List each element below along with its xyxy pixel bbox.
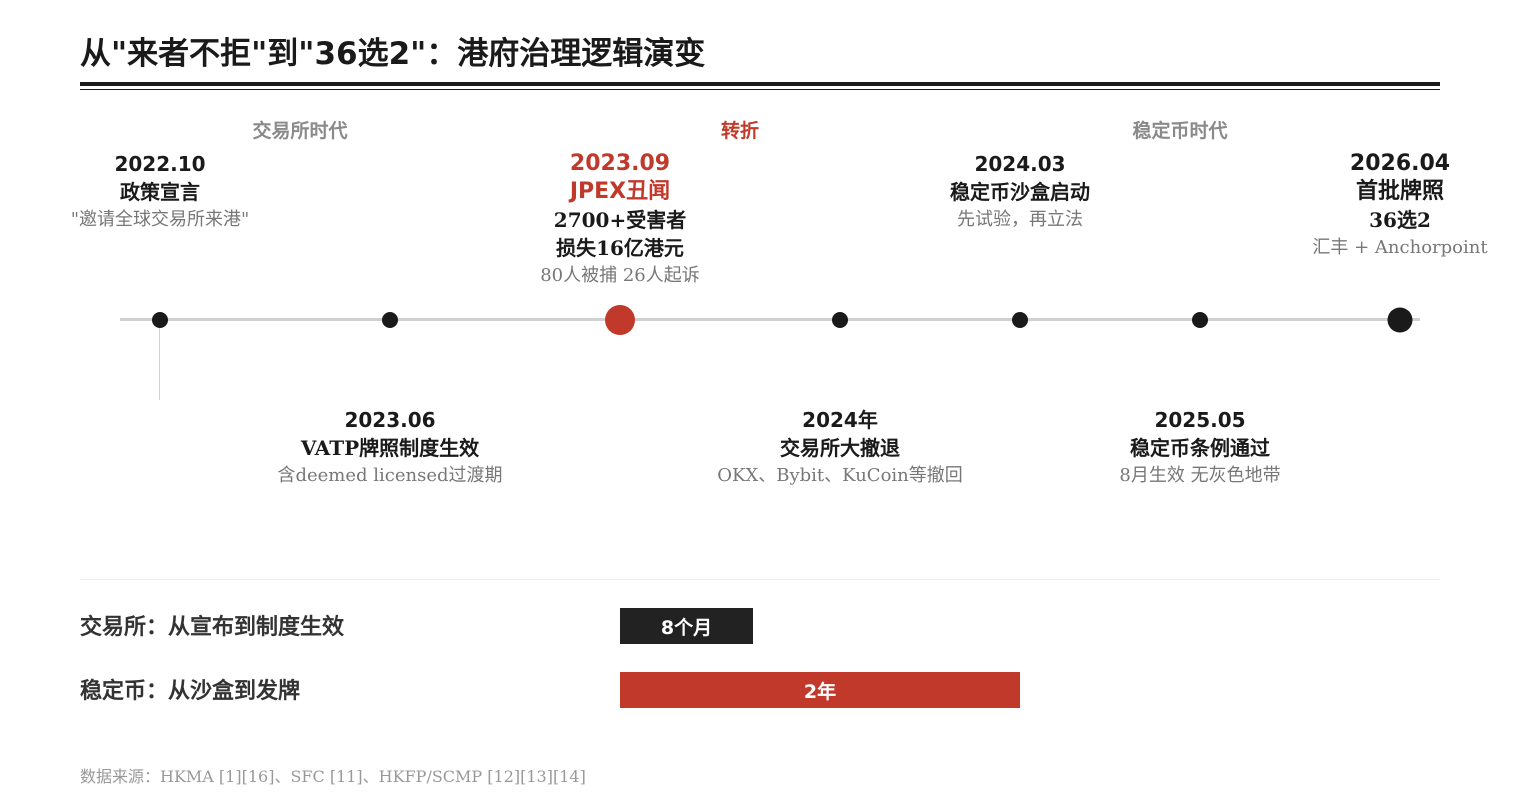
event-headline: 首批牌照 [1355,179,1444,204]
era-label-exchange: 交易所时代 [252,120,348,142]
comparison-value: 8个月 [660,616,713,639]
comparison-bar-stablecoin: 2年 [620,672,1020,708]
timeline-dot-2024 [832,312,848,328]
event-detail-bold: 2700+受害者 [553,208,687,232]
section-divider [80,579,1440,580]
comparison-label-exchange: 交易所：从宣布到制度生效 [80,614,345,640]
timeline-dot-2022-10 [152,312,168,328]
source-note: 数据来源：HKMA [1][16]、SFC [11]、HKFP/SCMP [12… [80,767,586,786]
timeline-dot-2023-09 [605,305,635,335]
event-detail: 含deemed licensed过渡期 [277,465,503,486]
event-2024-03: 2024.03 稳定币沙盒启动 先试验，再立法 [950,150,1090,234]
event-detail-bold: 36选2 [1369,208,1431,232]
page-title: 从"来者不拒"到"36选2"：港府治理逻辑演变 [80,36,706,72]
event-date: 2024年 [802,408,878,432]
timeline-axis [120,318,1420,321]
event-detail: 汇丰 + Anchorpoint [1312,237,1488,258]
event-date: 2024.03 [974,152,1066,176]
event-2025-05: 2025.05 稳定币条例通过 8月生效 无灰色地带 [1119,406,1280,490]
timeline-dot-2023-06 [382,312,398,328]
event-2023-09: 2023.09 JPEX丑闻 2700+受害者 损失16亿港元 80人被捕 26… [540,150,700,290]
timeline-dot-2026-04 [1387,307,1413,333]
event-detail-bold: 损失16亿港元 [556,236,684,260]
event-2024: 2024年 交易所大撤退 OKX、Bybit、KuCoin等撤回 [717,406,963,490]
event-date: 2025.05 [1154,408,1246,432]
event-detail: 80人被捕 26人起诉 [540,265,700,286]
event-headline: 稳定币沙盒启动 [950,180,1090,204]
event-2022-10: 2022.10 政策宣言 "邀请全球交易所来港" [71,150,250,234]
event-date: 2022.10 [114,152,206,176]
event-date: 2026.04 [1349,151,1451,176]
event-detail: "邀请全球交易所来港" [70,209,250,230]
era-label-stablecoin: 稳定币时代 [1132,120,1228,142]
event-detail: 8月生效 无灰色地带 [1119,465,1281,486]
event-headline: 政策宣言 [120,180,200,204]
event-detail: OKX、Bybit、KuCoin等撤回 [717,465,963,486]
timeline-connector [159,322,160,400]
comparison-value: 2年 [803,680,837,703]
title-rule-thick [80,82,1440,86]
event-headline: VATP牌照制度生效 [300,436,480,460]
event-date: 2023.06 [344,408,436,432]
event-2026-04: 2026.04 首批牌照 36选2 汇丰 + Anchorpoint [1312,150,1487,262]
event-headline: 稳定币条例通过 [1130,436,1270,460]
event-date: 2023.09 [569,151,671,176]
event-2023-06: 2023.06 VATP牌照制度生效 含deemed licensed过渡期 [277,406,502,490]
event-headline: 交易所大撤退 [780,436,900,460]
event-detail: 先试验，再立法 [957,209,1083,230]
title-rule-thin [80,89,1440,90]
comparison-bar-exchange: 8个月 [620,608,753,644]
event-headline: JPEX丑闻 [569,179,671,204]
timeline-dot-2025-05 [1192,312,1208,328]
timeline-dot-2024-03 [1012,312,1028,328]
era-label-turning-point: 转折 [720,120,760,142]
comparison-label-stablecoin: 稳定币：从沙盒到发牌 [80,678,301,704]
